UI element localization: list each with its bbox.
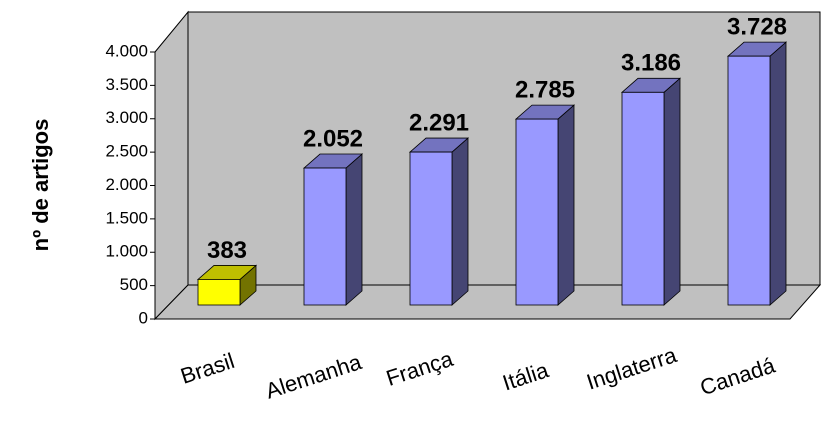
value-label: 2.785 (515, 76, 575, 103)
x-tick-label: França (383, 346, 457, 391)
bar-side (663, 77, 681, 306)
y-tick-label: 0 (139, 308, 148, 327)
value-label: 383 (207, 237, 247, 264)
bar (303, 167, 347, 306)
side-wall (154, 10, 189, 321)
bar (409, 151, 453, 306)
x-tick-label: Canadá (697, 352, 779, 400)
y-tick-label: 500 (120, 275, 148, 294)
bar-side (769, 41, 787, 306)
y-tick-label: 3.500 (105, 75, 148, 94)
value-label: 2.291 (409, 109, 469, 136)
bar (621, 91, 665, 306)
bar (197, 279, 241, 306)
bar-side (557, 104, 575, 306)
x-tick-label: Inglaterra (583, 342, 680, 395)
x-tick-label: Brasil (177, 348, 237, 389)
y-axis-label: nº de artigos (28, 119, 53, 252)
y-tick-label: 2.000 (105, 175, 148, 194)
back-wall (187, 11, 821, 286)
y-tick-label: 3.000 (105, 108, 148, 127)
value-label: 3.728 (727, 13, 787, 40)
x-tick-label: Itália (500, 357, 553, 395)
y-tick-label: 1.000 (105, 242, 148, 261)
bar (515, 118, 559, 306)
bar-side (451, 137, 469, 306)
bar-side (345, 153, 363, 306)
y-tick-label: 4.000 (105, 41, 148, 60)
value-label: 2.052 (303, 125, 363, 152)
y-tick-label: 2.500 (105, 142, 148, 161)
value-label: 3.186 (621, 50, 681, 77)
x-tick-label: Alemanha (263, 349, 366, 404)
bar (727, 55, 771, 306)
y-tick-label: 1.500 (105, 208, 148, 227)
